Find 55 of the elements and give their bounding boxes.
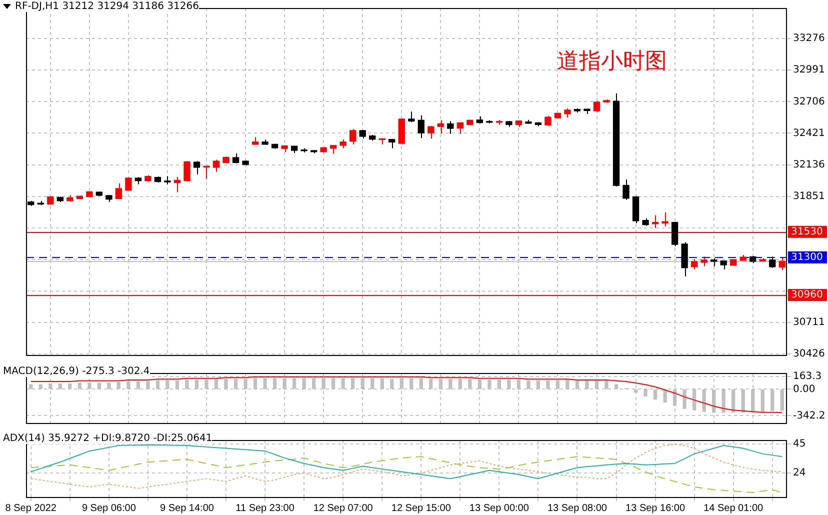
y-tick-label: 32136: [793, 159, 825, 170]
y-tick-label: 31851: [793, 190, 825, 202]
x-tick-label: 12 Sep 07:00: [313, 502, 374, 514]
y-tick-label: 0.00: [793, 384, 816, 395]
x-tick-label: 8 Sep 2022: [5, 502, 57, 514]
candlestick: [622, 179, 630, 200]
y-tick-label: 163.3: [793, 371, 822, 382]
candlestick: [769, 256, 776, 268]
candlestick: [662, 212, 668, 227]
x-tick-label: 9 Sep 06:00: [82, 502, 136, 514]
candlestick: [700, 256, 708, 267]
candlestick: [671, 221, 678, 247]
candlestick: [115, 182, 122, 200]
ref-line-label: 30960: [791, 290, 823, 301]
line-series: [30, 444, 783, 489]
candlestick: [437, 120, 444, 134]
y-tick-label: 24: [793, 468, 806, 479]
x-tick-label: 11 Sep 23:00: [236, 502, 295, 514]
y-tick-label: 45: [793, 438, 806, 450]
candlestick: [564, 108, 571, 118]
ref-line-label: 31300: [791, 252, 823, 263]
annotation: 道指小时图: [557, 48, 667, 76]
x-tick-label: 13 Sep 16:00: [626, 502, 686, 514]
y-tick-label: 32991: [793, 64, 825, 76]
candlestick: [212, 159, 220, 172]
chart-title: ADX(14) 35.9272 +DI:9.8720 -DI:25.0641: [3, 433, 212, 444]
candlestick: [447, 120, 454, 134]
chart-title: RF-DJ,H1 31212 31294 31186 31266: [15, 1, 199, 12]
candlestick: [690, 258, 698, 270]
x-tick-label: 13 Sep 00:00: [469, 502, 530, 514]
candlestick: [174, 176, 181, 193]
candlestick: [203, 166, 210, 180]
candlestick: [778, 258, 786, 270]
candlestick: [544, 115, 552, 126]
y-tick-label: 32421: [793, 128, 825, 139]
candlestick: [593, 100, 600, 112]
candlestick: [408, 111, 415, 123]
y-tick-label: 33276: [793, 33, 825, 44]
y-tick-label: -342.2: [793, 410, 826, 422]
ref-line-label: 31530: [791, 226, 823, 238]
candlestick: [350, 128, 356, 145]
x-tick-label: 12 Sep 15:00: [391, 502, 452, 514]
y-tick-label: 32706: [793, 96, 825, 108]
x-tick-label: 9 Sep 14:00: [160, 502, 214, 514]
line-series: [30, 456, 783, 494]
candlestick: [193, 160, 200, 175]
candlestick: [428, 125, 434, 140]
x-tick-label: 14 Sep 01:00: [704, 502, 764, 514]
candlestick: [184, 160, 190, 182]
candlestick: [125, 177, 132, 192]
y-tick-label: 30711: [793, 317, 825, 328]
x-tick-label: 13 Sep 08:00: [547, 502, 608, 514]
chart-title: MACD(12,26,9) -275.3 -302.4: [3, 366, 150, 377]
y-tick-label: 30426: [793, 348, 825, 360]
candlestick: [418, 114, 424, 139]
